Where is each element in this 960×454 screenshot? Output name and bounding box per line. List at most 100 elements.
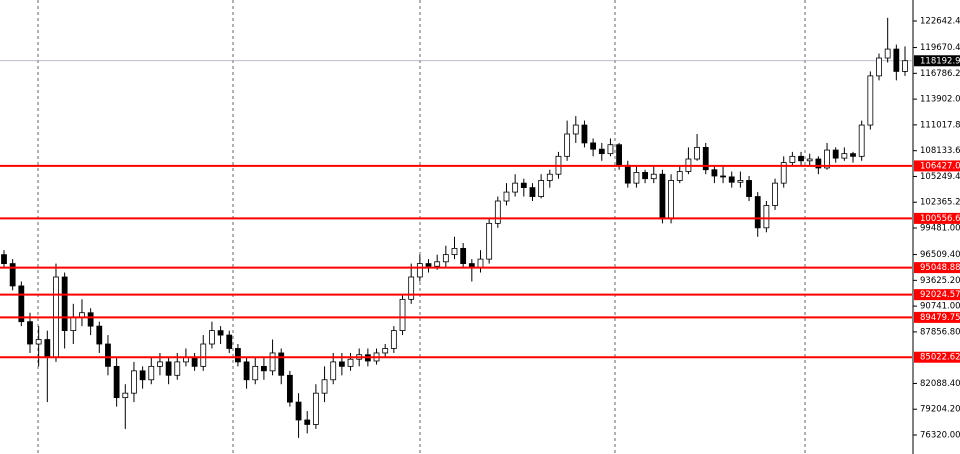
candle-body xyxy=(668,180,674,220)
y-tick-label: 116786.20 xyxy=(920,69,960,79)
candle-body xyxy=(607,144,614,155)
candle-body xyxy=(546,173,553,181)
candle-body xyxy=(131,370,137,394)
candle-body xyxy=(425,263,432,267)
candle-body xyxy=(139,370,146,381)
y-tick-label: 108133.60 xyxy=(920,146,960,156)
candle-body xyxy=(174,361,181,376)
candle-body xyxy=(815,158,822,169)
candle-body xyxy=(243,361,250,381)
candle-body xyxy=(87,312,94,327)
candle-body xyxy=(18,285,25,323)
candle-body xyxy=(442,254,449,263)
level-label: 100556.68 xyxy=(920,214,960,224)
candle-body xyxy=(390,330,397,349)
candle-body xyxy=(278,352,285,376)
candle-body xyxy=(503,191,510,202)
candle-body xyxy=(157,361,163,367)
level-label: 89479.75 xyxy=(920,313,960,323)
candle-body xyxy=(720,175,726,178)
candle-body xyxy=(261,365,267,372)
candle-body xyxy=(416,263,423,278)
candle-body xyxy=(728,176,735,183)
candle-body xyxy=(763,205,770,229)
candle-body xyxy=(9,263,16,287)
candle-body xyxy=(824,149,830,169)
candle-body xyxy=(598,148,605,155)
level-label: 92024.57 xyxy=(920,290,960,300)
candle-body xyxy=(235,348,241,363)
candle-body xyxy=(408,276,415,300)
candle-body xyxy=(217,330,224,336)
candle-body xyxy=(451,247,458,256)
candle-body xyxy=(44,339,51,358)
candle-body xyxy=(893,48,900,72)
level-label-bg xyxy=(914,212,960,224)
candle-body xyxy=(399,298,406,332)
candle-body xyxy=(520,182,527,189)
y-tick-label: 87856.80 xyxy=(920,327,960,337)
candle-body xyxy=(702,146,709,171)
candle-body xyxy=(642,172,648,180)
candle-body xyxy=(295,401,302,421)
y-tick-label: 99481.00 xyxy=(920,224,960,234)
level-label-bg xyxy=(914,262,960,274)
level-label: 95048.88 xyxy=(920,263,960,273)
y-tick-label: 76320.00 xyxy=(920,430,960,440)
y-tick-label: 105249.40 xyxy=(920,172,960,182)
candle-body xyxy=(70,316,77,332)
level-label-bg xyxy=(914,160,960,172)
level-label: 85022.62 xyxy=(920,353,960,363)
level-label: 106427.01 xyxy=(920,161,960,171)
candle-body xyxy=(841,153,848,159)
candle-body xyxy=(122,392,129,399)
y-tick-label: 79204.20 xyxy=(920,405,960,415)
candle-body xyxy=(694,146,700,160)
y-tick-label: 93625.20 xyxy=(920,276,960,286)
candle-body xyxy=(113,365,120,399)
candle-body xyxy=(746,180,752,197)
candle-body xyxy=(538,180,545,197)
candle-body xyxy=(105,343,111,367)
candle-body xyxy=(1,254,7,264)
candle-body xyxy=(27,321,33,345)
y-tick-label: 102365.20 xyxy=(920,198,960,208)
candle-body xyxy=(165,361,172,376)
candle-body xyxy=(590,142,597,150)
candle-body xyxy=(564,133,571,157)
candle-body xyxy=(832,149,839,159)
candle-body xyxy=(624,164,631,184)
candle-body xyxy=(304,419,311,425)
y-tick-label: 119670.40 xyxy=(920,43,960,53)
candle-body xyxy=(902,60,908,72)
candle-body xyxy=(772,182,778,206)
level-label-bg xyxy=(914,311,960,323)
candle-body xyxy=(486,222,493,260)
y-tick-label: 122642.40 xyxy=(920,16,960,26)
candle-body xyxy=(512,182,519,193)
candle-body xyxy=(200,343,207,367)
candle-body xyxy=(867,75,874,126)
candle-body xyxy=(633,172,640,184)
current-price-label: 118192.99 xyxy=(920,56,960,66)
candle-body xyxy=(676,171,683,181)
candle-body xyxy=(850,153,856,157)
candle-body xyxy=(226,334,233,349)
candle-body xyxy=(659,173,666,220)
y-tick-label: 111017.80 xyxy=(920,120,960,130)
level-label-bg xyxy=(914,289,960,301)
candle-body xyxy=(312,392,319,425)
candle-body xyxy=(711,169,718,177)
candle-body xyxy=(858,124,865,157)
candle-body xyxy=(460,247,467,264)
candle-body xyxy=(581,124,588,144)
y-tick-label: 90741.00 xyxy=(920,302,960,312)
candle-body xyxy=(572,124,579,135)
candle-body xyxy=(252,365,259,381)
candle-body xyxy=(616,144,623,166)
current-price-label-bg xyxy=(914,55,960,67)
level-label-bg xyxy=(914,351,960,363)
candle-body xyxy=(209,330,215,345)
